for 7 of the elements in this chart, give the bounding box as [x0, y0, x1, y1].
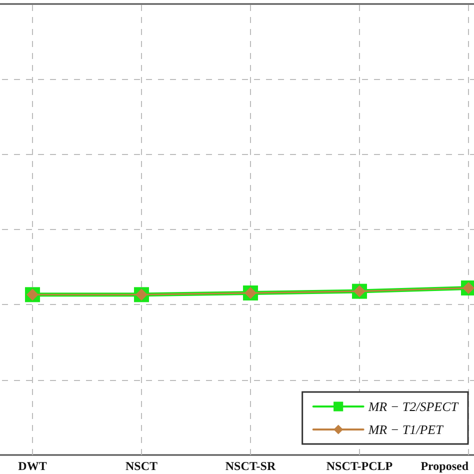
x-tick-label: NSCT-SR: [225, 459, 276, 473]
x-tick-label: NSCT: [125, 459, 158, 473]
x-tick-label: DWT: [18, 459, 47, 473]
x-tick-label: Proposed: [420, 459, 469, 473]
legend-label: MR − T2/SPECT: [367, 399, 459, 414]
legend-label: MR − T1/PET: [367, 422, 444, 437]
x-tick-label: NSCT-PCLP: [326, 459, 393, 473]
